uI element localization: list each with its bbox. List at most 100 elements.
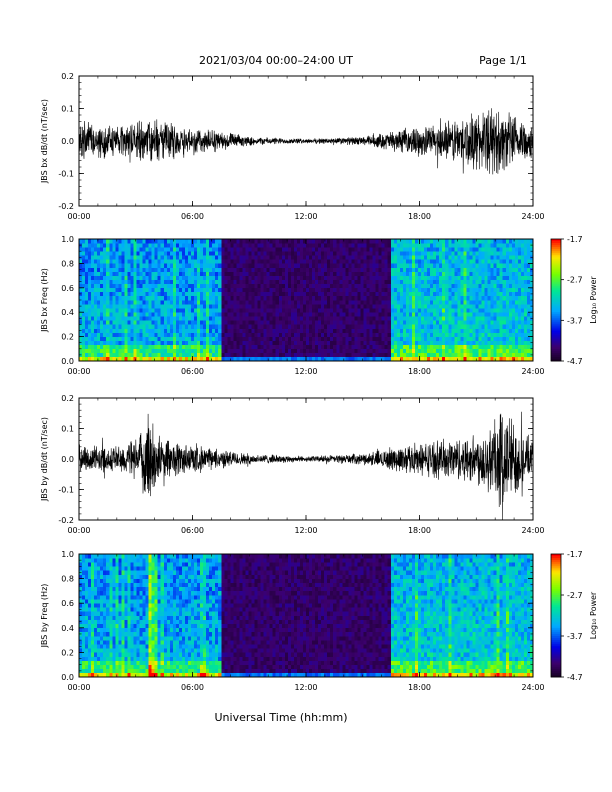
spectrogram-cell [248, 295, 252, 301]
spectrogram-cell [194, 287, 198, 293]
spectrogram-cell [172, 320, 177, 325]
spectrogram-cell [203, 263, 207, 268]
spectrogram-cell [290, 356, 295, 362]
spectrogram-cell [160, 279, 165, 285]
spectrogram-cell [381, 316, 385, 321]
spectrogram-cell [399, 267, 404, 272]
spectrogram-cell [181, 263, 186, 268]
spectrogram-cell [272, 312, 277, 317]
spectrogram-cell [163, 344, 168, 350]
spectrogram-cell [163, 247, 168, 252]
spectrogram-cell [526, 304, 531, 309]
spectrogram-cell [251, 328, 255, 333]
spectrogram-cell [454, 291, 458, 297]
spectrogram-cell [239, 316, 243, 321]
spectrogram-cell [387, 247, 392, 252]
spectrogram-cell [330, 332, 334, 337]
spectrogram-cell [233, 312, 237, 317]
spectrogram-cell [360, 255, 364, 260]
spectrogram-cell [115, 324, 119, 329]
spectrogram-cell [442, 295, 446, 301]
spectrogram-cell [281, 316, 286, 321]
spectrogram-cell [284, 275, 289, 280]
spectrogram-cell [499, 247, 504, 252]
spectrogram-cell [245, 267, 249, 272]
spectrogram-cell [469, 316, 473, 321]
spectrogram-cell [109, 279, 113, 285]
spectrogram-cell [339, 275, 343, 280]
spectrogram-cell [281, 304, 286, 309]
spectrogram-cell [139, 247, 143, 252]
spectrogram-cell [224, 308, 228, 313]
spectrogram-cell [493, 247, 497, 252]
spectrogram-cell [360, 308, 364, 313]
spectrogram-cell [469, 340, 473, 346]
spectrogram-cell [430, 243, 434, 248]
spectrogram-cell [121, 267, 125, 272]
spectrogram-cell [281, 263, 286, 268]
spectrogram-cell [463, 304, 467, 309]
spectrogram-cell [321, 304, 325, 309]
spectrogram-cell [402, 239, 407, 244]
spectrogram-cell [206, 344, 210, 350]
spectrogram-cell [121, 352, 125, 358]
spectrogram-cell [197, 275, 201, 280]
spectrogram-cell [345, 316, 349, 321]
spectrogram-cell [212, 332, 216, 337]
spectrogram-cell [508, 267, 513, 272]
spectrogram-cell [460, 295, 464, 301]
spectrogram-cell [272, 352, 277, 358]
spectrogram-cell [315, 300, 319, 305]
spectrogram-cell [127, 300, 131, 305]
spectrogram-cell [187, 275, 192, 280]
spectrogram-cell [445, 328, 449, 333]
spectrogram-cell [312, 308, 316, 313]
spectrogram-cell [375, 283, 379, 289]
spectrogram-cell [236, 352, 240, 358]
spectrogram-cell [260, 283, 264, 289]
spectrogram-cell [378, 356, 382, 362]
spectrogram-cell [439, 271, 443, 276]
spectrogram-cell [306, 239, 310, 244]
spectrogram-cell [451, 340, 455, 346]
spectrogram-cell [451, 295, 455, 301]
spectrogram-cell [194, 271, 198, 276]
spectrogram-cell [94, 340, 98, 346]
spectrogram-cell [154, 348, 158, 354]
spectrogram-cell [511, 316, 516, 321]
spectrogram-cell [442, 328, 446, 333]
spectrogram-cell [526, 308, 531, 313]
spectrogram-cell [411, 348, 416, 354]
spectrogram-cell [200, 255, 204, 260]
spectrogram-cell [336, 344, 340, 350]
spectrogram-cell [511, 336, 516, 341]
spectrogram-cell [511, 271, 516, 276]
spectrogram-cell [103, 291, 107, 297]
spectrogram-cell [381, 356, 385, 362]
spectrogram-cell [284, 271, 289, 276]
spectrogram-cell [169, 251, 174, 256]
spectrogram-cell [375, 239, 379, 244]
spectrogram-cell [248, 356, 252, 362]
spectrogram-cell [417, 243, 422, 248]
spectrogram-cell [227, 239, 231, 244]
spectrogram-cell [390, 352, 395, 358]
spectrogram-cell [390, 336, 395, 341]
spectrogram-cell [233, 336, 237, 341]
spectrogram-cell [245, 304, 249, 309]
spectrogram-cell [121, 328, 125, 333]
spectrogram-cell [517, 312, 522, 317]
spectrogram-cell [254, 271, 258, 276]
spectrogram-cell [118, 320, 122, 325]
spectrogram-cell [139, 348, 143, 354]
spectrogram-cell [239, 336, 243, 341]
spectrogram-cell [299, 247, 304, 252]
spectrogram-cell [405, 312, 410, 317]
spectrogram-cell [227, 332, 231, 337]
spectrogram-cell [91, 291, 95, 297]
spectrogram-cell [251, 300, 255, 305]
spectrogram-cell [448, 312, 452, 317]
spectrogram-cell [251, 271, 255, 276]
spectrogram-cell [151, 263, 155, 268]
spectrogram-cell [472, 287, 476, 293]
